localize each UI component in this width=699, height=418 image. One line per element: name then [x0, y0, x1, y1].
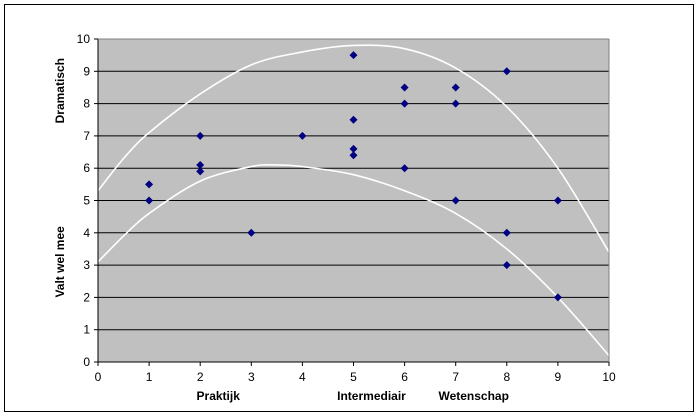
trend-curve — [97, 44, 610, 253]
data-point — [502, 261, 511, 270]
x-tick-label: 8 — [503, 370, 510, 384]
x-tick-label: 0 — [95, 370, 102, 384]
data-point — [145, 196, 154, 205]
y-tick-label: 6 — [83, 161, 90, 175]
x-tick-label: 9 — [555, 370, 562, 384]
y-tick-label: 9 — [83, 64, 90, 78]
data-point — [196, 167, 205, 176]
data-points — [145, 51, 562, 302]
category-label: Wetenschap — [438, 389, 508, 403]
x-tick-label: 3 — [248, 370, 255, 384]
y-tick-label: 2 — [83, 290, 90, 304]
trend-curves — [97, 44, 610, 357]
y-tick-label: 8 — [83, 97, 90, 111]
x-tick-labels: 0 1 2 3 4 5 6 7 8 9 10 — [95, 370, 616, 384]
y-tick-label: 1 — [83, 323, 90, 337]
y-tick-label: 10 — [77, 32, 91, 46]
category-label: Praktijk — [197, 389, 241, 403]
data-point — [451, 99, 460, 108]
data-point — [349, 51, 358, 60]
data-point — [349, 151, 358, 160]
y-tick-label: 3 — [83, 258, 90, 272]
x-tick-label: 2 — [197, 370, 204, 384]
y-tick-label: 7 — [83, 129, 90, 143]
data-point — [553, 293, 562, 302]
x-tick-label: 4 — [299, 370, 306, 384]
x-tick-label: 1 — [146, 370, 153, 384]
y-tick-label: 5 — [83, 194, 90, 208]
trend-curve — [97, 163, 610, 357]
data-point — [400, 83, 409, 92]
x-tick-label: 10 — [602, 370, 616, 384]
data-point — [145, 180, 154, 189]
x-tick-label: 5 — [350, 370, 357, 384]
y-tick-labels: 0 1 2 3 4 5 6 7 8 9 10 — [77, 32, 91, 369]
data-point — [400, 99, 409, 108]
data-point — [451, 83, 460, 92]
data-point — [196, 131, 205, 140]
data-point — [400, 164, 409, 173]
data-point — [247, 228, 256, 237]
y-tick-label: 4 — [83, 226, 90, 240]
data-point — [451, 196, 460, 205]
category-label: Intermediair — [337, 389, 406, 403]
data-point — [349, 115, 358, 124]
y-tick-label: 0 — [83, 355, 90, 369]
category-labels: Praktijk Intermediair Wetenschap — [197, 389, 509, 403]
data-point — [298, 131, 307, 140]
data-point — [196, 160, 205, 169]
data-point — [553, 196, 562, 205]
x-tick-label: 6 — [401, 370, 408, 384]
x-tick-label: 7 — [452, 370, 459, 384]
data-point — [349, 144, 358, 153]
axes — [94, 38, 610, 366]
data-point — [502, 228, 511, 237]
y-label-top: Dramatisch — [53, 58, 67, 123]
y-label-bottom: Valt wel mee — [53, 226, 67, 298]
data-point — [502, 67, 511, 76]
